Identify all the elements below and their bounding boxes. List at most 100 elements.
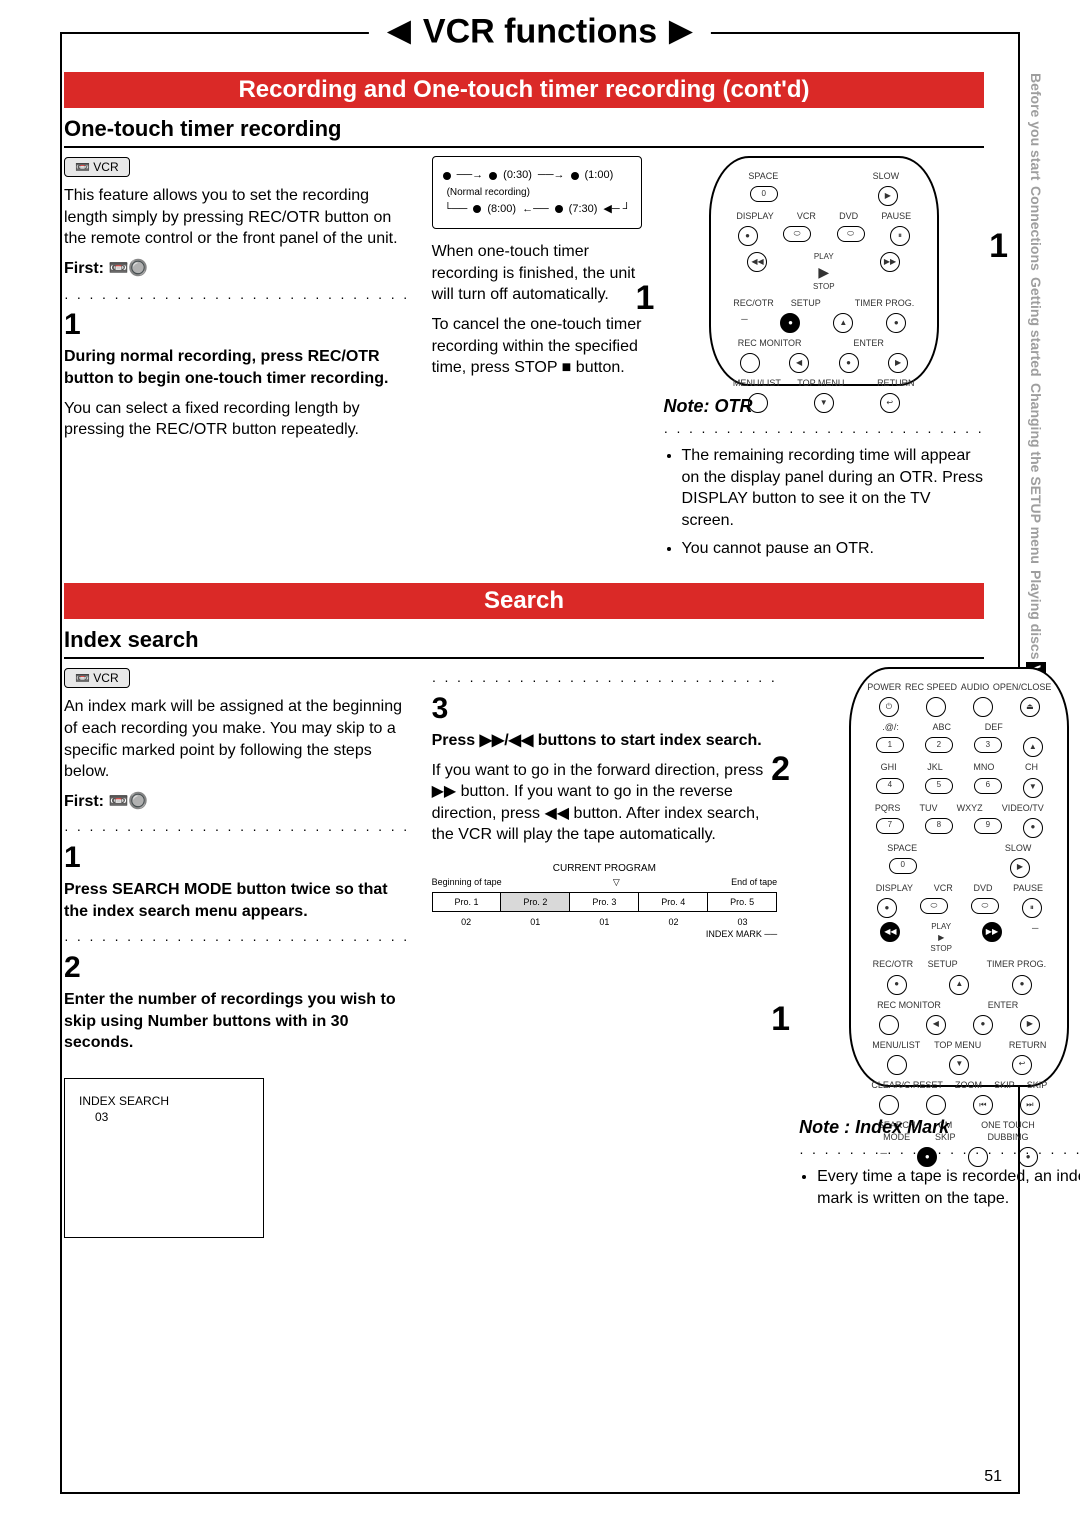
index-mark-number: 03 (738, 916, 748, 928)
lbl-enter: ENTER (853, 337, 884, 349)
btn-8: 8 (925, 818, 953, 834)
divider-dots: · · · · · · · · · · · · · · · · · · · · … (432, 671, 778, 690)
ch-down-button: ▼ (1023, 778, 1043, 798)
index-mark-label: INDEX MARK (706, 929, 762, 939)
topmenu-button: ▼ (814, 393, 834, 413)
skip-fwd-button: ⏭ (1020, 1095, 1040, 1115)
t-030: (0:30) (503, 167, 532, 185)
lbl-jkl: JKL (927, 761, 943, 773)
lbl-stop: STOP (930, 944, 952, 953)
side-nav-item: Before you start (1026, 70, 1046, 183)
lbl-video: VIDEO/TV (1002, 802, 1044, 814)
lbl-slow: SLOW (873, 170, 900, 182)
prog-end: End of tape (731, 876, 777, 888)
section2-col3: 2 1 3 POWERREC SPEEDAUDIOOPEN/CLOSE ⏻⏏ .… (799, 667, 1080, 1238)
rew-button: ◀◀ (880, 922, 900, 942)
lbl-slow: SLOW (1005, 842, 1032, 854)
timer-button: ● (1012, 975, 1032, 995)
right-button: ▶ (888, 353, 908, 373)
step3-instruction: Press ▶▶/◀◀ buttons to start index searc… (432, 730, 778, 752)
recmon-button (740, 353, 760, 373)
return-button: ↩ (880, 393, 900, 413)
power-button: ⏻ (879, 697, 899, 717)
side-nav-item: Getting started (1026, 274, 1046, 380)
btn-0: 0 (889, 858, 917, 874)
vcr-remote-icon: 📼🔘 (108, 793, 148, 810)
otr-auto-off: When one-touch timer recording is finish… (432, 241, 642, 306)
prog-begin: Beginning of tape (432, 876, 502, 888)
btn-slow-icon: ▶ (878, 186, 898, 206)
index-mark-number: 01 (599, 916, 609, 928)
display-button: ● (877, 898, 897, 918)
step3-body: If you want to go in the forward directi… (432, 760, 778, 846)
chapter-title: VCR functions (423, 13, 657, 52)
btn-9: 9 (974, 818, 1002, 834)
vcr-button: ⬭ (920, 898, 948, 914)
lbl-skip: SKIP (994, 1079, 1015, 1091)
lbl-stop: STOP (813, 282, 835, 291)
lbl-timer: TIMER PROG. (987, 958, 1047, 970)
lbl-play: PLAY (814, 252, 834, 261)
lbl-pause: PAUSE (881, 210, 911, 222)
btn-1: 1 (876, 737, 904, 753)
lbl-skip2: SKIP (1027, 1079, 1048, 1091)
side-nav-item: Changing the SETUP menu (1026, 380, 1046, 567)
vcr-remote-icon: 📼🔘 (108, 260, 148, 277)
step-number-3: 3 (432, 694, 778, 724)
remote-callout-1: 1 (771, 997, 790, 1043)
ff-button: ▶▶ (880, 252, 900, 272)
otr-intro: This feature allows you to set the recor… (64, 185, 410, 250)
lbl-space: SPACE (748, 170, 778, 182)
program-cell: Pro. 1 (433, 893, 502, 911)
lbl-vcr: VCR (797, 210, 816, 222)
btn-0: 0 (750, 186, 778, 202)
menu-button (887, 1055, 907, 1075)
recotr-button: ● (780, 313, 800, 333)
ff-button: ▶▶ (982, 922, 1002, 942)
lbl-ch: CH (1025, 761, 1038, 773)
t-800: (8:00) (487, 201, 516, 219)
topmenu-button: ▼ (949, 1055, 969, 1075)
program-cell: Pro. 5 (708, 893, 776, 911)
note-item: You cannot pause an OTR. (682, 538, 984, 560)
lbl-zoom: ZOOM (955, 1079, 982, 1091)
lbl-space: SPACE (887, 842, 917, 854)
section2-col1: 📼 VCR An index mark will be assigned at … (64, 667, 410, 1238)
otr-timing-diagram: ──→(0:30)──→(1:00) (Normal recording) └─… (432, 156, 642, 229)
pause-button: ⏸ (890, 226, 910, 246)
left-button: ◀ (926, 1015, 946, 1035)
step2-instruction: Enter the number of recordings you wish … (64, 989, 410, 1054)
lbl-mno: MNO (973, 761, 994, 773)
t-100: (1:00) (585, 167, 614, 185)
lbl-timer: TIMER PROG. (855, 297, 915, 309)
prog-title: CURRENT PROGRAM (432, 862, 778, 876)
divider-dots: · · · · · · · · · · · · · · · · · · · · … (64, 820, 410, 839)
recmon-button (879, 1015, 899, 1035)
note-indexmark-body: Every time a tape is recorded, an index … (799, 1166, 1080, 1209)
program-cell: Pro. 2 (501, 893, 570, 911)
btn-5: 5 (925, 778, 953, 794)
lbl-dvd: DVD (839, 210, 858, 222)
ch-up-button: ▲ (1023, 737, 1043, 757)
step1-instruction: Press SEARCH MODE button twice so that t… (64, 879, 410, 922)
lbl-menu: MENU/LIST (733, 377, 781, 389)
return-button: ↩ (1012, 1055, 1032, 1075)
lbl-pause: PAUSE (1013, 882, 1043, 894)
recspeed-button (926, 697, 946, 717)
lbl-recmon: REC MONITOR (877, 999, 941, 1011)
lbl-power: POWER (867, 681, 901, 693)
lbl-menu: MENU/LIST (872, 1039, 920, 1051)
divider-dots: · · · · · · · · · · · · · · · · · · · · … (799, 1143, 1080, 1162)
remote-diagram-large: POWERREC SPEEDAUDIOOPEN/CLOSE ⏻⏏ .@/:ABC… (849, 667, 1069, 1087)
lbl-def: DEF (985, 721, 1003, 733)
section1-col1: 📼 VCR This feature allows you to set the… (64, 156, 410, 565)
right-button: ▶ (1020, 1015, 1040, 1035)
chapter-title-banner: VCR functions (369, 13, 711, 52)
step1-instruction: During normal recording, press REC/OTR b… (64, 346, 410, 389)
lbl-setup: SETUP (928, 958, 958, 970)
lbl-vcr: VCR (934, 882, 953, 894)
video-button: ● (1023, 818, 1043, 838)
index-box-value: 03 (95, 1109, 249, 1125)
lbl-enter: ENTER (988, 999, 1019, 1011)
lbl-open: OPEN/CLOSE (993, 681, 1052, 693)
